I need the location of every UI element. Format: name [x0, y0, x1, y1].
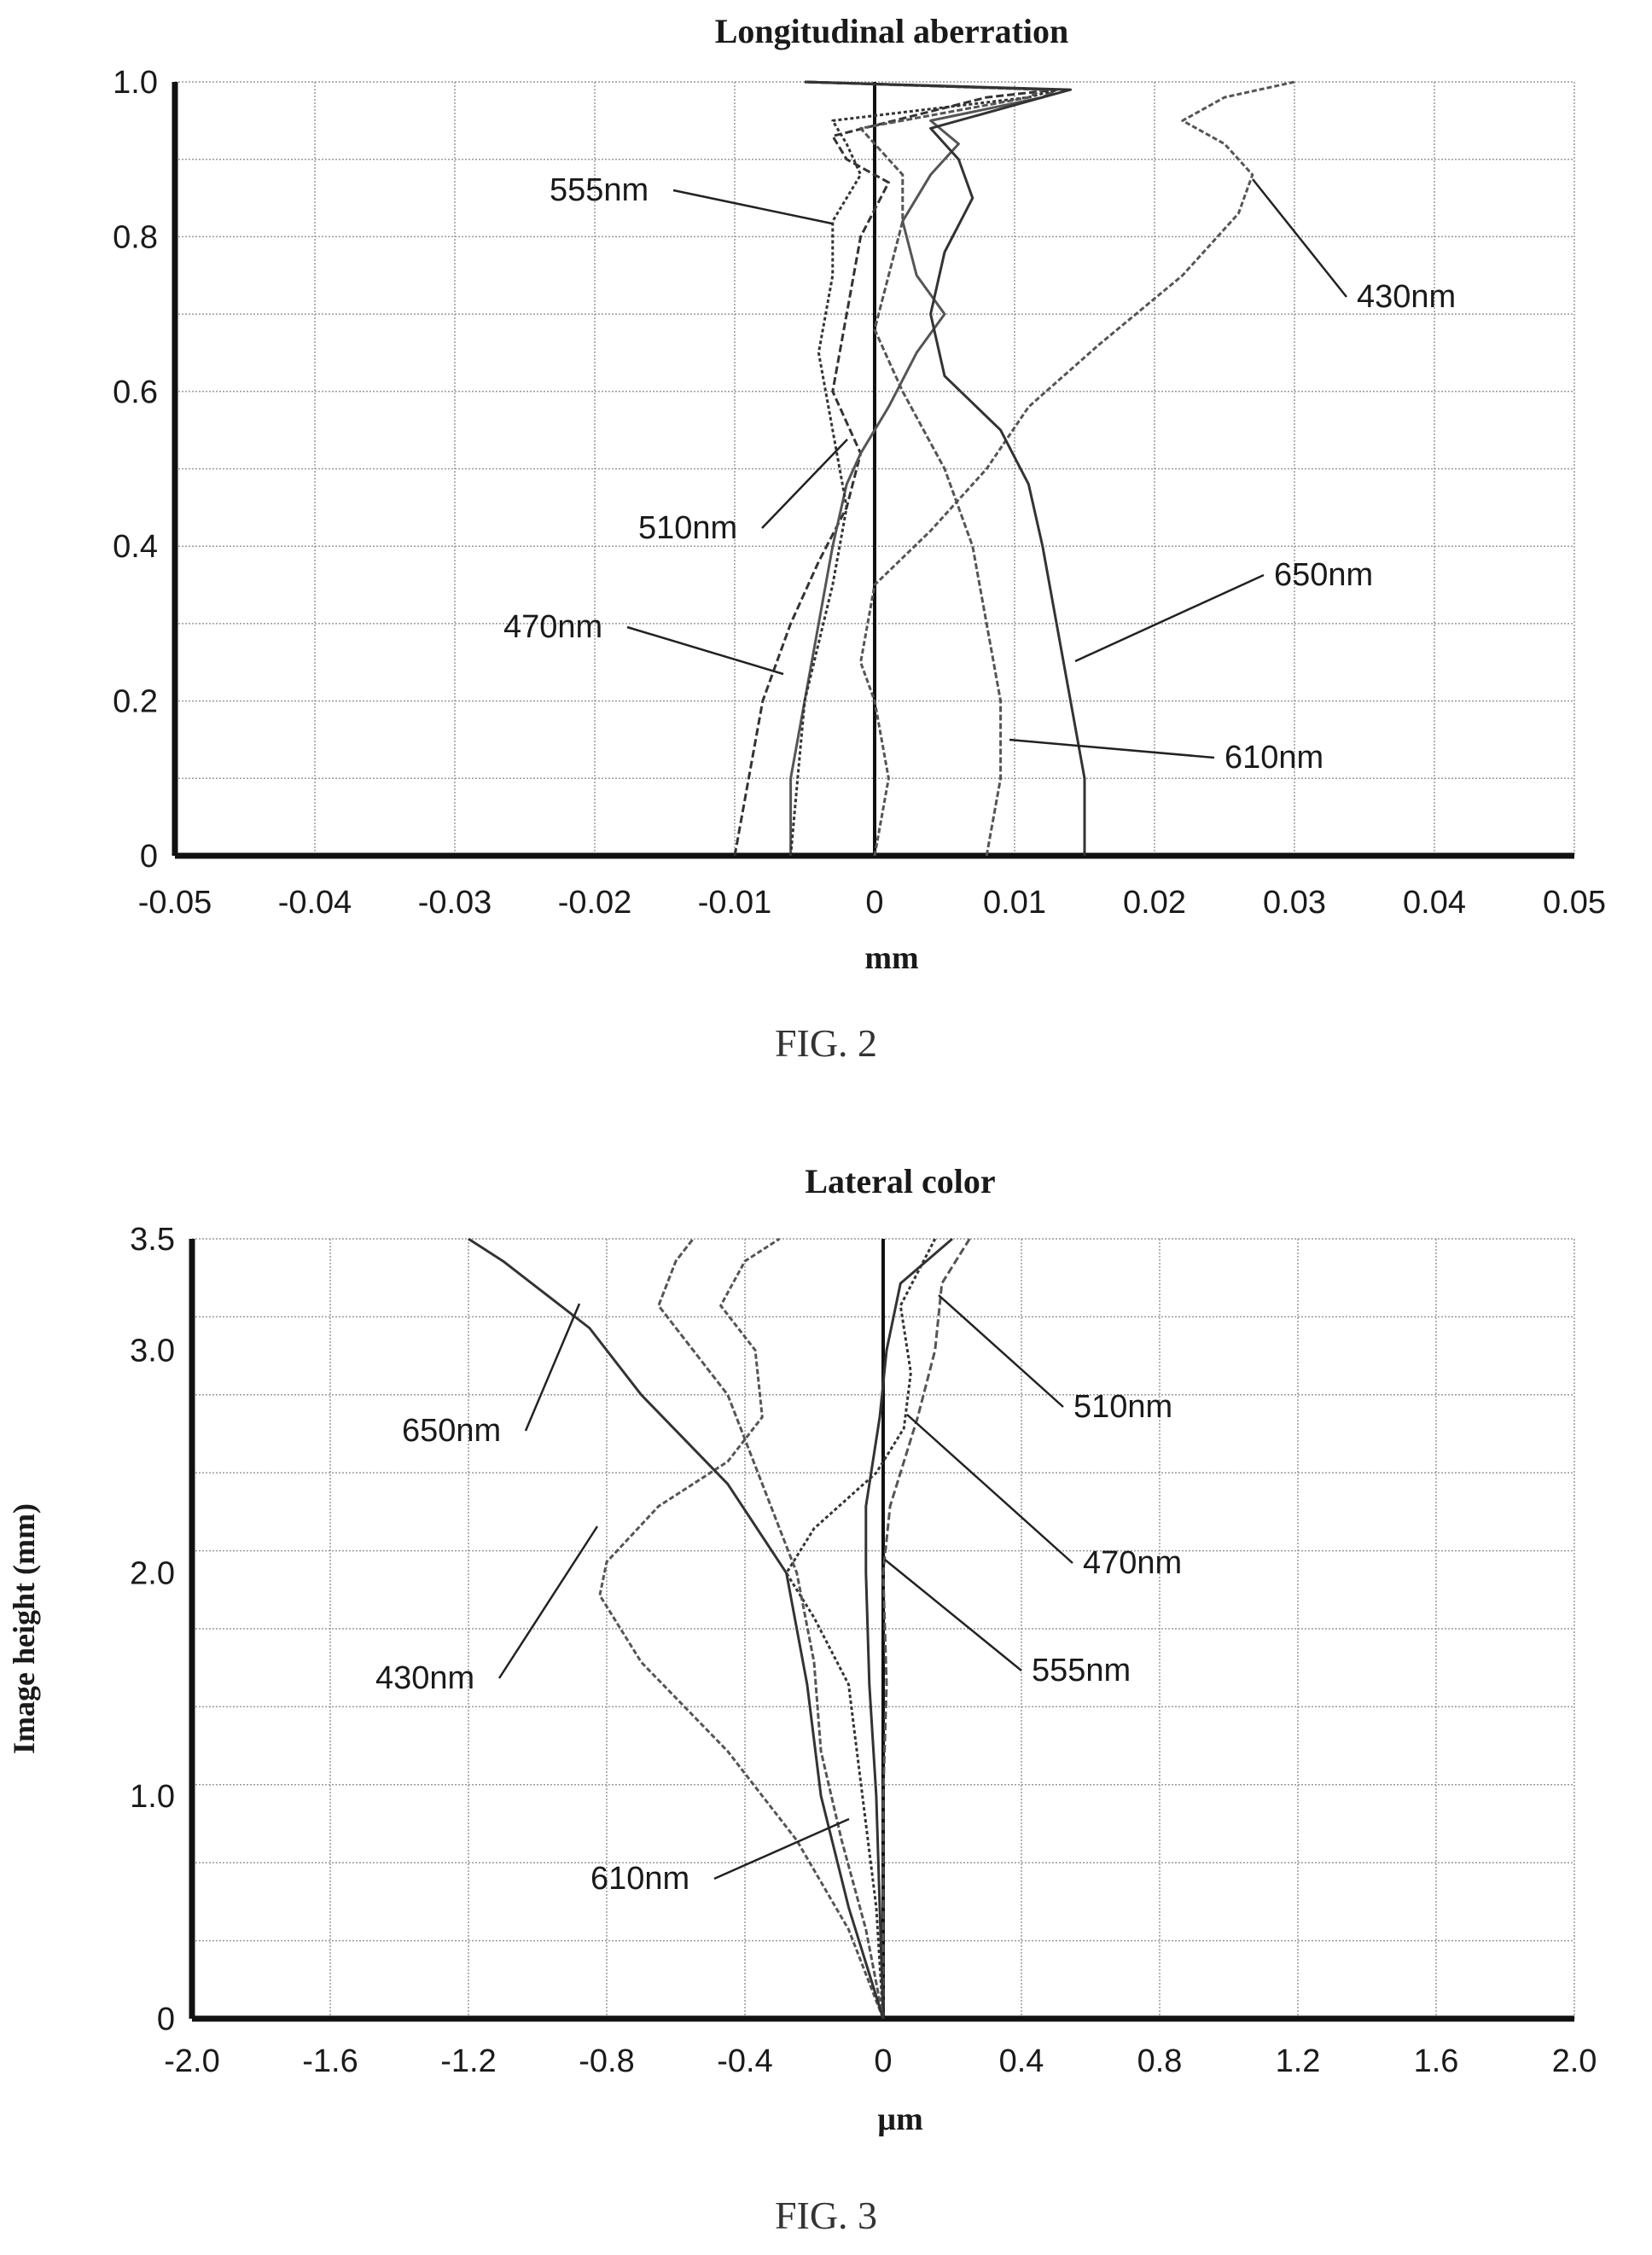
annotation-470nm: 470nm [503, 609, 784, 676]
x-tick-label: -0.01 [698, 885, 772, 921]
annotation-610nm: 610nm [1009, 738, 1323, 776]
annotation-label: 470nm [503, 609, 602, 645]
leader-line [672, 189, 833, 225]
series-line-555nm [864, 1237, 953, 2020]
y-tick-label: 0.4 [113, 529, 158, 565]
annotation-430nm: 430nm [1252, 178, 1456, 315]
annotation-650nm: 650nm [1074, 557, 1373, 663]
x-tick-label: 0.05 [1543, 885, 1606, 921]
leader-line [524, 1303, 581, 1432]
x-tick-label: 0.4 [999, 2043, 1044, 2079]
series-line-470nm [785, 1238, 937, 2020]
leader-line [626, 625, 784, 676]
annotation-label: 610nm [1224, 740, 1323, 776]
series-line-650nm [804, 80, 1086, 856]
annotation-label: 430nm [375, 1660, 474, 1696]
y-tick-label: 0 [157, 2002, 175, 2037]
series-line-430nm [859, 80, 1295, 857]
chart-title: Longitudinal aberration [715, 12, 1069, 50]
annotation-430nm: 430nm [375, 1526, 599, 1696]
annotation-label: 470nm [1083, 1545, 1182, 1581]
annotation-label: 430nm [1357, 279, 1456, 315]
lateral-color-chart: Lateral color µm Image height (mm) -2.0 -1.6… [7, 1162, 1597, 2137]
y-tick-label: 3.5 [130, 1222, 175, 1258]
y-axis-label: Image height (mm) [7, 1503, 41, 1754]
annotation-555nm: 555nm [884, 1559, 1131, 1688]
leader-line [713, 1817, 850, 1880]
x-tick-label: -1.6 [302, 2043, 358, 2079]
series-line-610nm [657, 1238, 885, 2020]
x-axis-label: mm [864, 940, 918, 973]
leader-line [1009, 738, 1215, 759]
x-tick-label: -1.2 [440, 2043, 496, 2079]
x-axis-label: µm [877, 2101, 923, 2137]
annotation-650nm: 650nm [402, 1303, 581, 1449]
annotation-470nm: 470nm [906, 1414, 1182, 1581]
annotation-510nm: 510nm [938, 1294, 1172, 1425]
leader-line [938, 1294, 1064, 1408]
x-tick-label: -0.05 [138, 885, 212, 921]
series-line-510nm [881, 1238, 971, 2019]
x-tick-label: 0 [874, 2043, 892, 2079]
x-tick-label: 0.04 [1403, 885, 1466, 921]
annotation-label: 555nm [550, 172, 649, 208]
y-tick-label: 1.0 [113, 65, 158, 101]
y-tick-label: 0.8 [113, 219, 158, 255]
x-tick-label: 1.2 [1276, 2043, 1321, 2079]
annotation-510nm: 510nm [638, 439, 848, 546]
leader-line [884, 1559, 1022, 1671]
x-tick-label: 0.03 [1263, 885, 1326, 921]
annotation-label: 650nm [402, 1413, 501, 1449]
x-tick-label: -0.8 [579, 2043, 634, 2079]
leader-line [761, 439, 848, 529]
y-tick-label: 0.2 [113, 684, 158, 720]
annotation-610nm: 610nm [590, 1817, 850, 1897]
x-tick-label: 0.02 [1123, 885, 1186, 921]
x-tick-label: 2.0 [1552, 2043, 1597, 2079]
leader-line [906, 1414, 1073, 1564]
x-tick-label: -0.04 [278, 885, 352, 921]
series-line-610nm [804, 80, 1044, 857]
x-tick-label: 1.6 [1414, 2043, 1459, 2079]
longitudinal-aberration-chart: Longitudinal aberration mm -0.05 -0.04 -0.03… [113, 12, 1606, 973]
figure-caption-fig3: FIG. 3 [774, 2194, 878, 2237]
annotation-label: 555nm [1032, 1653, 1131, 1688]
y-tick-label: 1.0 [130, 1779, 175, 1815]
annotation-label: 510nm [638, 510, 737, 546]
y-tick-label: 2.0 [130, 1556, 175, 1592]
series-line-555nm [789, 80, 1058, 857]
annotation-label: 610nm [590, 1861, 689, 1897]
leader-line [1074, 573, 1265, 663]
series-line-510nm [789, 80, 1058, 856]
leader-line [497, 1526, 599, 1679]
x-tick-label: 0 [865, 885, 883, 921]
leader-line [1252, 178, 1347, 298]
x-tick-label: -0.4 [717, 2043, 772, 2079]
x-tick-label: 0.8 [1137, 2043, 1183, 2079]
x-tick-label: -2.0 [164, 2043, 219, 2079]
annotation-label: 650nm [1274, 557, 1373, 593]
annotation-label: 510nm [1073, 1389, 1172, 1425]
annotation-555nm: 555nm [550, 172, 833, 225]
y-tick-label: 0 [140, 839, 158, 875]
y-tick-label: 3.0 [130, 1334, 175, 1369]
x-tick-label: -0.03 [418, 885, 492, 921]
y-tick-label: 0.6 [113, 375, 158, 410]
series-line-650nm [468, 1237, 885, 2020]
x-tick-label: -0.02 [558, 885, 632, 921]
x-tick-label: 0.01 [983, 885, 1046, 921]
chart-title: Lateral color [805, 1162, 995, 1200]
series-line-430nm [598, 1237, 885, 2020]
figure-caption-fig2: FIG. 2 [774, 1021, 878, 1065]
